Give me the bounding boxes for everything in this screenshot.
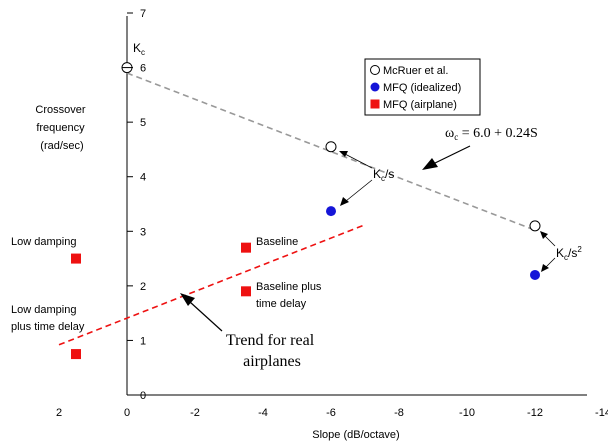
trend-lines	[58, 72, 536, 346]
legend-box	[364, 58, 481, 116]
x-tick-label: -14	[595, 407, 608, 419]
y-tick-label: 6	[140, 63, 146, 75]
y-ticks: 0 1 2 3 4 5 6 7	[127, 8, 146, 402]
kc-s-arrows	[339, 151, 373, 206]
x-tick-label: -6	[326, 407, 336, 419]
y-axis-title-line-1: Crossover	[35, 104, 85, 116]
equation-arrow	[422, 145, 471, 170]
y-axis-title-line-2: frequency	[36, 122, 85, 134]
trend-arrow	[180, 293, 223, 332]
x-tick-label: 2	[56, 407, 62, 419]
baseline-label: Baseline	[256, 236, 298, 248]
axes	[126, 16, 587, 396]
y-axis-title-line-3: (rad/sec)	[40, 140, 83, 152]
y-tick-label: 4	[140, 172, 146, 184]
kc-s2-arrows	[540, 231, 556, 272]
y-tick-label: 2	[140, 281, 146, 293]
x-tick-label: -12	[527, 407, 543, 419]
point-mfq-airplane	[241, 242, 251, 253]
baseline-delay-label: Baseline plus time delay	[256, 281, 325, 310]
x-tick-labels: 2 0 -2 -4 -6 -8 -10 -12 -14	[56, 407, 608, 419]
legend: McRuer et al. MFQ (idealized) MFQ (airpl…	[364, 58, 481, 116]
y-tick-label: 0	[140, 390, 146, 402]
kc-label: Kc	[133, 41, 145, 57]
point-mfq-airplane	[241, 286, 251, 297]
legend-label-mcruer: McRuer et al.	[383, 65, 448, 77]
legend-label-mfq-idealized: MFQ (idealized)	[383, 82, 461, 94]
low-damping-label: Low damping	[11, 236, 76, 248]
airplane-trend-line	[58, 223, 366, 346]
y-tick-label: 7	[140, 8, 146, 20]
x-tick-label: -2	[190, 407, 200, 419]
y-tick-label: 3	[140, 226, 146, 238]
point-mfq-airplane	[71, 349, 81, 360]
y-tick-label: 1	[140, 335, 146, 347]
y-tick-label: 5	[140, 117, 146, 129]
x-tick-label: 0	[124, 407, 130, 419]
point-mfq-airplane	[71, 253, 81, 264]
data-points	[71, 62, 541, 360]
x-tick-label: -10	[459, 407, 475, 419]
legend-label-mfq-airplane: MFQ (airplane)	[383, 99, 457, 111]
y-axis-title: Crossover frequency (rad/sec)	[35, 104, 88, 152]
x-axis-title: Slope (dB/octave)	[312, 429, 399, 441]
equation: ωc = 6.0 + 0.24S	[445, 126, 538, 142]
mcruer-fit-line	[126, 72, 536, 231]
x-tick-label: -8	[394, 407, 404, 419]
kc-s2-label: Kc/s2	[556, 245, 582, 262]
trend-label: Trend for real airplanes	[226, 332, 318, 370]
point-mcruer	[529, 220, 541, 232]
x-tick-label: -4	[258, 407, 268, 419]
point-mfq-idealized	[530, 269, 540, 280]
legend-marker-mfq-airplane	[370, 99, 380, 109]
point-mcruer	[325, 141, 337, 153]
legend-marker-mcruer	[370, 65, 380, 75]
low-damping-delay-label: Low damping plus time delay	[11, 304, 85, 333]
kc-s-label: Kc/s	[373, 167, 394, 183]
point-mfq-idealized	[326, 206, 336, 217]
legend-marker-mfq-idealized	[370, 82, 380, 92]
